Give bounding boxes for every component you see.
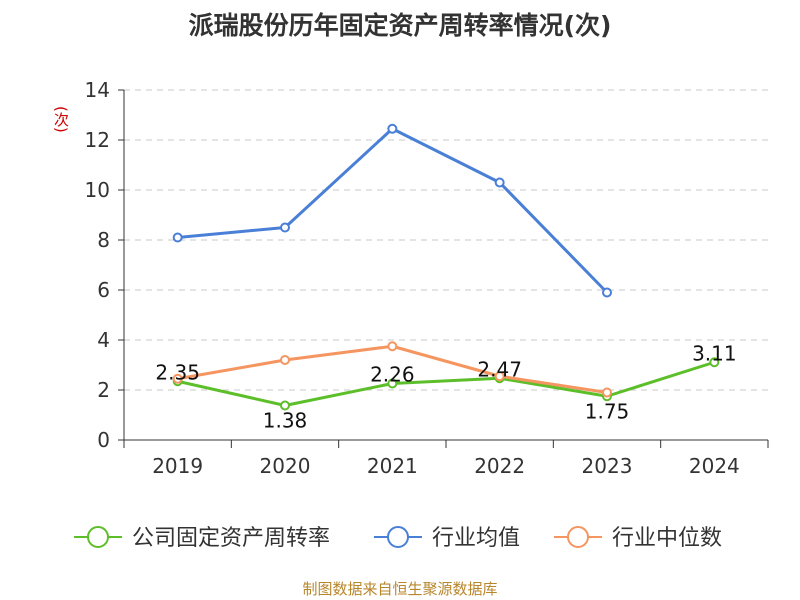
data-point — [280, 355, 290, 365]
data-point — [494, 177, 505, 188]
y-tick-label: 0 — [97, 428, 110, 452]
series-line-0 — [177, 360, 715, 407]
grid-lines — [124, 89, 768, 391]
data-point — [494, 371, 505, 382]
y-tick-label: 6 — [97, 278, 110, 302]
y-tick-label: 12 — [85, 128, 110, 152]
legend: 公司固定资产周转率 行业均值 行业中位数 — [74, 526, 722, 551]
series-line-1 — [177, 127, 609, 294]
data-point — [280, 400, 290, 411]
x-tick-label: 2021 — [367, 454, 418, 478]
data-label: 3.11 — [692, 341, 737, 365]
y-axis-unit-label: (次) — [52, 106, 70, 133]
series-lines — [172, 123, 720, 411]
legend-item-label: 行业均值 — [432, 526, 520, 551]
data-point — [709, 357, 720, 368]
x-tick-label: 2022 — [474, 454, 525, 478]
legend-marker — [87, 526, 109, 548]
data-point — [602, 387, 612, 398]
y-tick-label: 8 — [97, 228, 110, 252]
x-tick-label: 2024 — [689, 454, 740, 478]
source-note: 制图数据来自恒生聚源数据库 — [302, 580, 498, 598]
legend-item-label: 行业中位数 — [612, 526, 722, 551]
data-point — [172, 232, 183, 243]
y-tick-label: 10 — [85, 178, 110, 202]
data-label: 1.38 — [263, 409, 308, 433]
axes: 0 2 4 6 8 10 12 14 2019 2020 2021 2022 2023 2024 — [85, 78, 769, 478]
data-label: 2.35 — [155, 360, 200, 384]
chart-title: 派瑞股份历年固定资产周转率情况(次) — [188, 11, 612, 40]
data-labels: 2.35 1.38 2.26 2.47 1.75 3.11 — [155, 341, 736, 432]
data-point — [387, 123, 398, 134]
data-label: 1.75 — [585, 399, 630, 423]
data-point — [172, 373, 183, 384]
data-point — [387, 378, 398, 389]
data-point — [602, 287, 612, 298]
data-label: 2.26 — [370, 363, 415, 387]
y-tick-label: 2 — [97, 378, 110, 402]
legend-marker — [387, 526, 409, 548]
legend-marker — [567, 526, 589, 548]
data-label: 2.47 — [477, 357, 522, 381]
x-tick-label: 2020 — [260, 454, 311, 478]
x-tick-label: 2019 — [152, 454, 203, 478]
data-point — [280, 222, 290, 233]
y-tick-label: 14 — [85, 78, 110, 102]
data-point — [387, 341, 398, 352]
y-tick-label: 4 — [97, 328, 110, 352]
legend-item-label: 公司固定资产周转率 — [132, 526, 330, 551]
x-tick-label: 2023 — [582, 454, 633, 478]
